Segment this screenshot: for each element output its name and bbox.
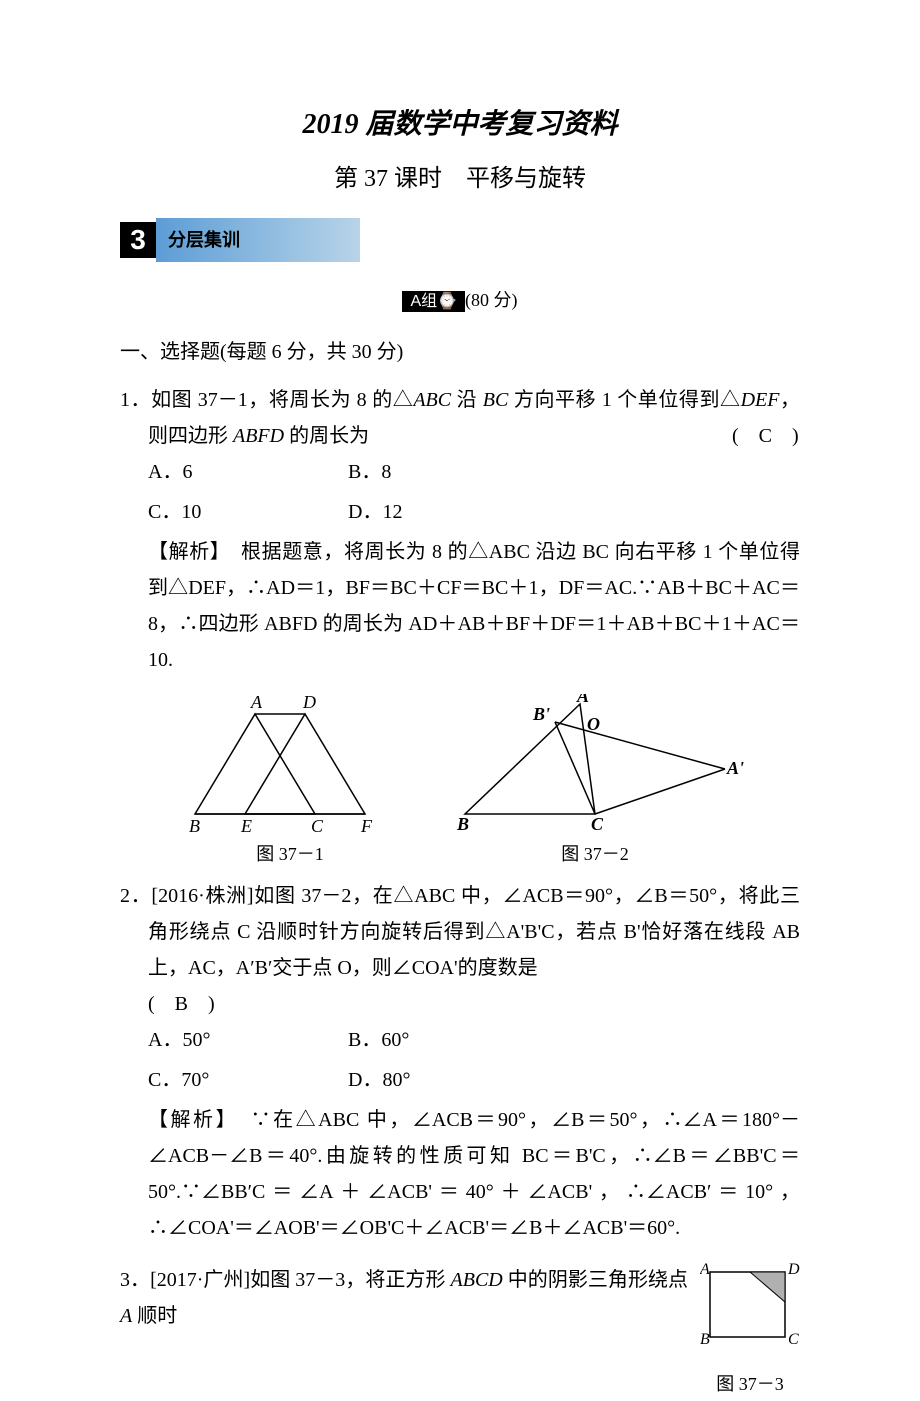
figures-row: A D B E C F 图 37－1 A B' O A' B C 图 37－2 — [120, 694, 800, 870]
svg-text:A': A' — [726, 758, 744, 778]
svg-text:C: C — [311, 816, 324, 834]
badge-text: 分层集训 — [156, 218, 360, 262]
svg-text:A: A — [250, 694, 263, 712]
q3-text: 3．[2017·广州]如图 37－3，将正方形 ABCD 中的阴影三角形绕点 A… — [120, 1262, 800, 1334]
q1-answer: ( C ) — [760, 418, 800, 454]
q1-opt-c: C．10 — [148, 494, 348, 530]
q2-opt-a: A．50° — [148, 1022, 348, 1058]
svg-text:C: C — [591, 814, 604, 834]
svg-text:A: A — [576, 694, 589, 706]
q1-opt-b: B．8 — [348, 454, 800, 490]
svg-text:B: B — [456, 814, 469, 834]
fig2-caption: 图 37－2 — [445, 838, 745, 870]
fig3-caption: 图 37－3 — [700, 1368, 800, 1400]
q2-opt-b: B．60° — [348, 1022, 800, 1058]
svg-text:F: F — [360, 816, 373, 834]
svg-text:D: D — [302, 694, 316, 712]
badge-number: 3 — [120, 222, 156, 258]
q2-explanation: 【解析】 ∵在△ABC 中，∠ACB＝90°，∠B＝50°，∴∠A＝180°－∠… — [120, 1102, 800, 1246]
q2-options-row1: A．50° B．60° — [120, 1022, 800, 1058]
svg-text:B: B — [189, 816, 200, 834]
svg-text:E: E — [240, 816, 252, 834]
q2-text: 2．[2016·株洲]如图 37－2，在△ABC 中，∠ACB＝90°，∠B＝5… — [120, 878, 800, 986]
question-3: A D B C 图 37－3 3．[2017·广州]如图 37－3，将正方形 A… — [120, 1262, 800, 1334]
figure-37-3: A D B C 图 37－3 — [700, 1262, 800, 1400]
q1-opt-d: D．12 — [348, 494, 800, 530]
q2-answer-line: ( B ) — [120, 986, 800, 1022]
q1-options-row2: C．10 D．12 — [120, 494, 800, 530]
main-title: 2019 届数学中考复习资料 — [120, 100, 800, 150]
figure-37-2: A B' O A' B C 图 37－2 — [445, 694, 745, 870]
question-2: 2．[2016·株洲]如图 37－2，在△ABC 中，∠ACB＝90°，∠B＝5… — [120, 878, 800, 1246]
figure-37-1: A D B E C F 图 37－1 — [175, 694, 405, 870]
svg-text:B': B' — [532, 704, 550, 724]
q2-opt-d: D．80° — [348, 1062, 800, 1098]
svg-text:D: D — [787, 1262, 800, 1278]
fig1-caption: 图 37－1 — [175, 838, 405, 870]
group-score: (80 分) — [465, 290, 518, 310]
q1-explanation: 【解析】 根据题意，将周长为 8 的△ABC 沿边 BC 向右平移 1 个单位得… — [120, 534, 800, 678]
section-badge: 3 分层集训 — [120, 218, 800, 262]
q1-options-row1: A．6 B．8 — [120, 454, 800, 490]
group-tag: A组⌚ — [402, 291, 465, 312]
group-label: A组⌚(80 分) — [120, 282, 800, 318]
svg-text:O: O — [587, 714, 600, 734]
svg-text:C: C — [788, 1331, 799, 1348]
svg-text:A: A — [700, 1262, 710, 1278]
lesson-title: 第 37 课时 平移与旋转 — [120, 158, 800, 201]
q1-text: 1．如图 37－1，将周长为 8 的△ABC 沿 BC 方向平移 1 个单位得到… — [120, 382, 800, 454]
svg-text:B: B — [700, 1331, 710, 1348]
section-heading: 一、选择题(每题 6 分，共 30 分) — [120, 334, 800, 370]
q1-opt-a: A．6 — [148, 454, 348, 490]
question-1: 1．如图 37－1，将周长为 8 的△ABC 沿 BC 方向平移 1 个单位得到… — [120, 382, 800, 678]
q2-options-row2: C．70° D．80° — [120, 1062, 800, 1098]
q2-opt-c: C．70° — [148, 1062, 348, 1098]
